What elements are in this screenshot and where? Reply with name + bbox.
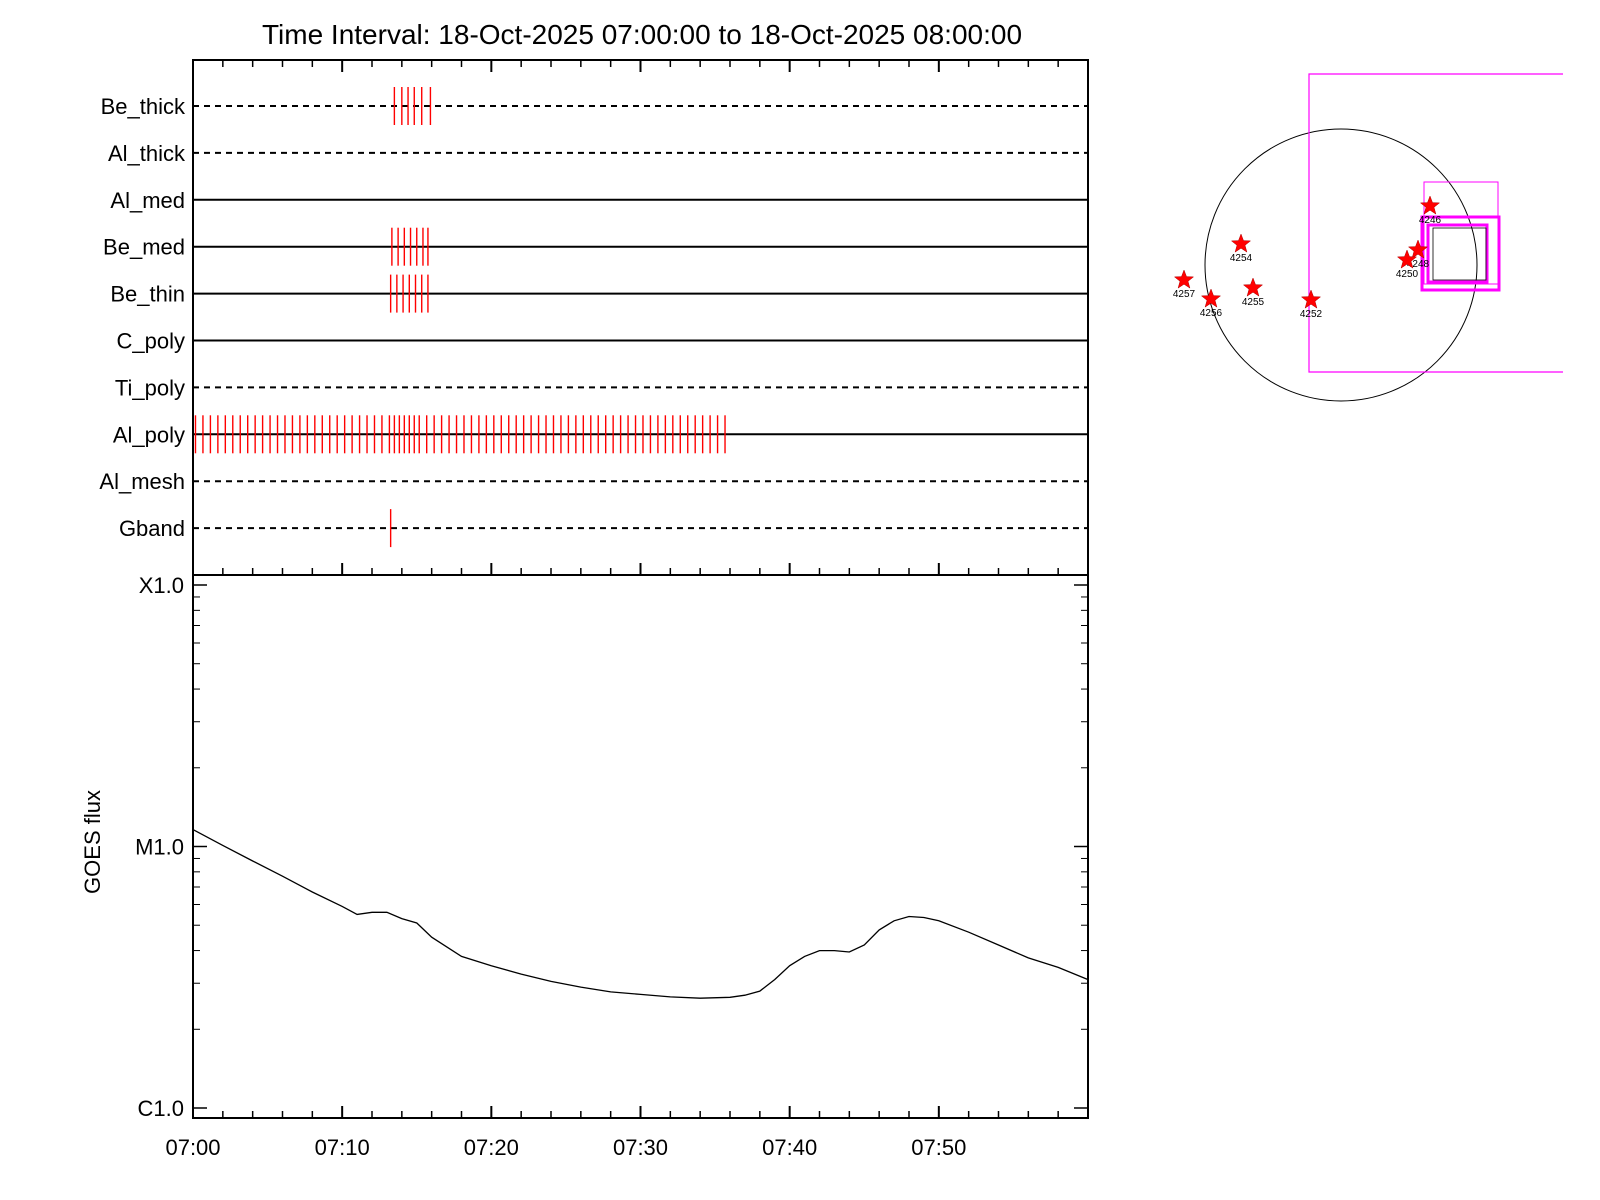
solar-disk (1204, 128, 1478, 402)
filter-label: Gband (119, 516, 185, 541)
active-region-label: 4257 (1173, 289, 1196, 300)
filter-label: Al_poly (113, 422, 185, 447)
goes-x-tick-label: 07:30 (613, 1135, 668, 1160)
filter-row-ti-poly: Ti_poly (115, 375, 1088, 400)
active-region-4250: 4250 (1396, 249, 1419, 280)
filter-row-gband: Gband (119, 509, 1088, 548)
filter-label: Al_thick (108, 141, 186, 166)
filter-label: Al_mesh (99, 469, 185, 494)
filter-row-al-thick: Al_thick (108, 141, 1088, 166)
active-region-label: 4246 (1419, 215, 1442, 226)
goes-frame (192, 574, 1089, 1119)
active-region-star (1242, 277, 1264, 297)
active-region-star (1200, 288, 1222, 308)
filter-row-c-poly: C_poly (117, 329, 1088, 354)
goes-x-tick-label: 07:00 (165, 1135, 220, 1160)
goes-y-tick-label: M1.0 (135, 835, 184, 860)
active-region-star (1173, 269, 1195, 289)
filter-label: Be_thin (110, 282, 185, 307)
fov-box-large (1308, 73, 1563, 373)
filter-row-be-thick: Be_thick (101, 87, 1088, 125)
active-region-label: 4252 (1300, 309, 1323, 320)
goes-y-axis-label: GOES flux (80, 790, 105, 894)
chart-title: Time Interval: 18-Oct-2025 07:00:00 to 1… (262, 19, 1022, 50)
active-region-4246: 4246 (1419, 195, 1442, 226)
goes-flux-panel: GOES flux X1.0 M1.0 C1.0 07:00 07:10 07:20 07:… (80, 573, 1089, 1160)
filter-row-al-mesh: Al_mesh (99, 469, 1088, 494)
fov-box-inner (1426, 223, 1489, 284)
filter-row-al-med: Al_med (110, 188, 1088, 213)
active-region-star (1300, 289, 1322, 309)
active-region-star (1230, 233, 1252, 253)
goes-y-tick-label: X1.0 (139, 573, 184, 598)
goes-x-tick-label: 07:10 (315, 1135, 370, 1160)
active-region-label: 4255 (1242, 297, 1265, 308)
goes-y-tick-label: C1.0 (138, 1096, 184, 1121)
goes-x-tick-label: 07:40 (762, 1135, 817, 1160)
active-region-label: 4250 (1396, 269, 1419, 280)
filter-label: Al_med (110, 188, 185, 213)
active-region-star (1396, 249, 1418, 269)
filter-row-al-poly: Al_poly (113, 415, 1088, 454)
filter-row-be-med: Be_med (103, 227, 1088, 266)
active-region-label: 4254 (1230, 253, 1253, 264)
active-region-4257: 4257 (1173, 269, 1196, 300)
active-region-label: 4248 (1407, 259, 1430, 270)
active-region-4255: 4255 (1242, 277, 1265, 308)
active-region-4252: 4252 (1300, 289, 1323, 320)
filter-label: Be_med (103, 235, 185, 260)
active-region-4248: 4248 (1407, 239, 1430, 270)
filter-timeline-panel: Be_thick Al_thick Al_med Be_med Be_thin C_pol… (99, 59, 1089, 576)
timeline-frame (192, 59, 1089, 576)
filter-label: Ti_poly (115, 375, 185, 400)
active-region-star (1419, 195, 1441, 215)
goes-flux-line (192, 829, 1089, 999)
filter-label: Be_thick (101, 94, 186, 119)
active-region-4256: 4256 (1200, 288, 1223, 319)
active-region-star (1407, 239, 1429, 259)
active-region-4254: 4254 (1230, 233, 1253, 264)
goes-x-tick-label: 07:20 (464, 1135, 519, 1160)
fov-box-dark (1432, 227, 1487, 281)
filter-label: C_poly (117, 329, 185, 354)
active-region-label: 4256 (1200, 308, 1223, 319)
filter-row-be-thin: Be_thin (110, 274, 1088, 313)
goes-x-tick-label: 07:50 (911, 1135, 966, 1160)
